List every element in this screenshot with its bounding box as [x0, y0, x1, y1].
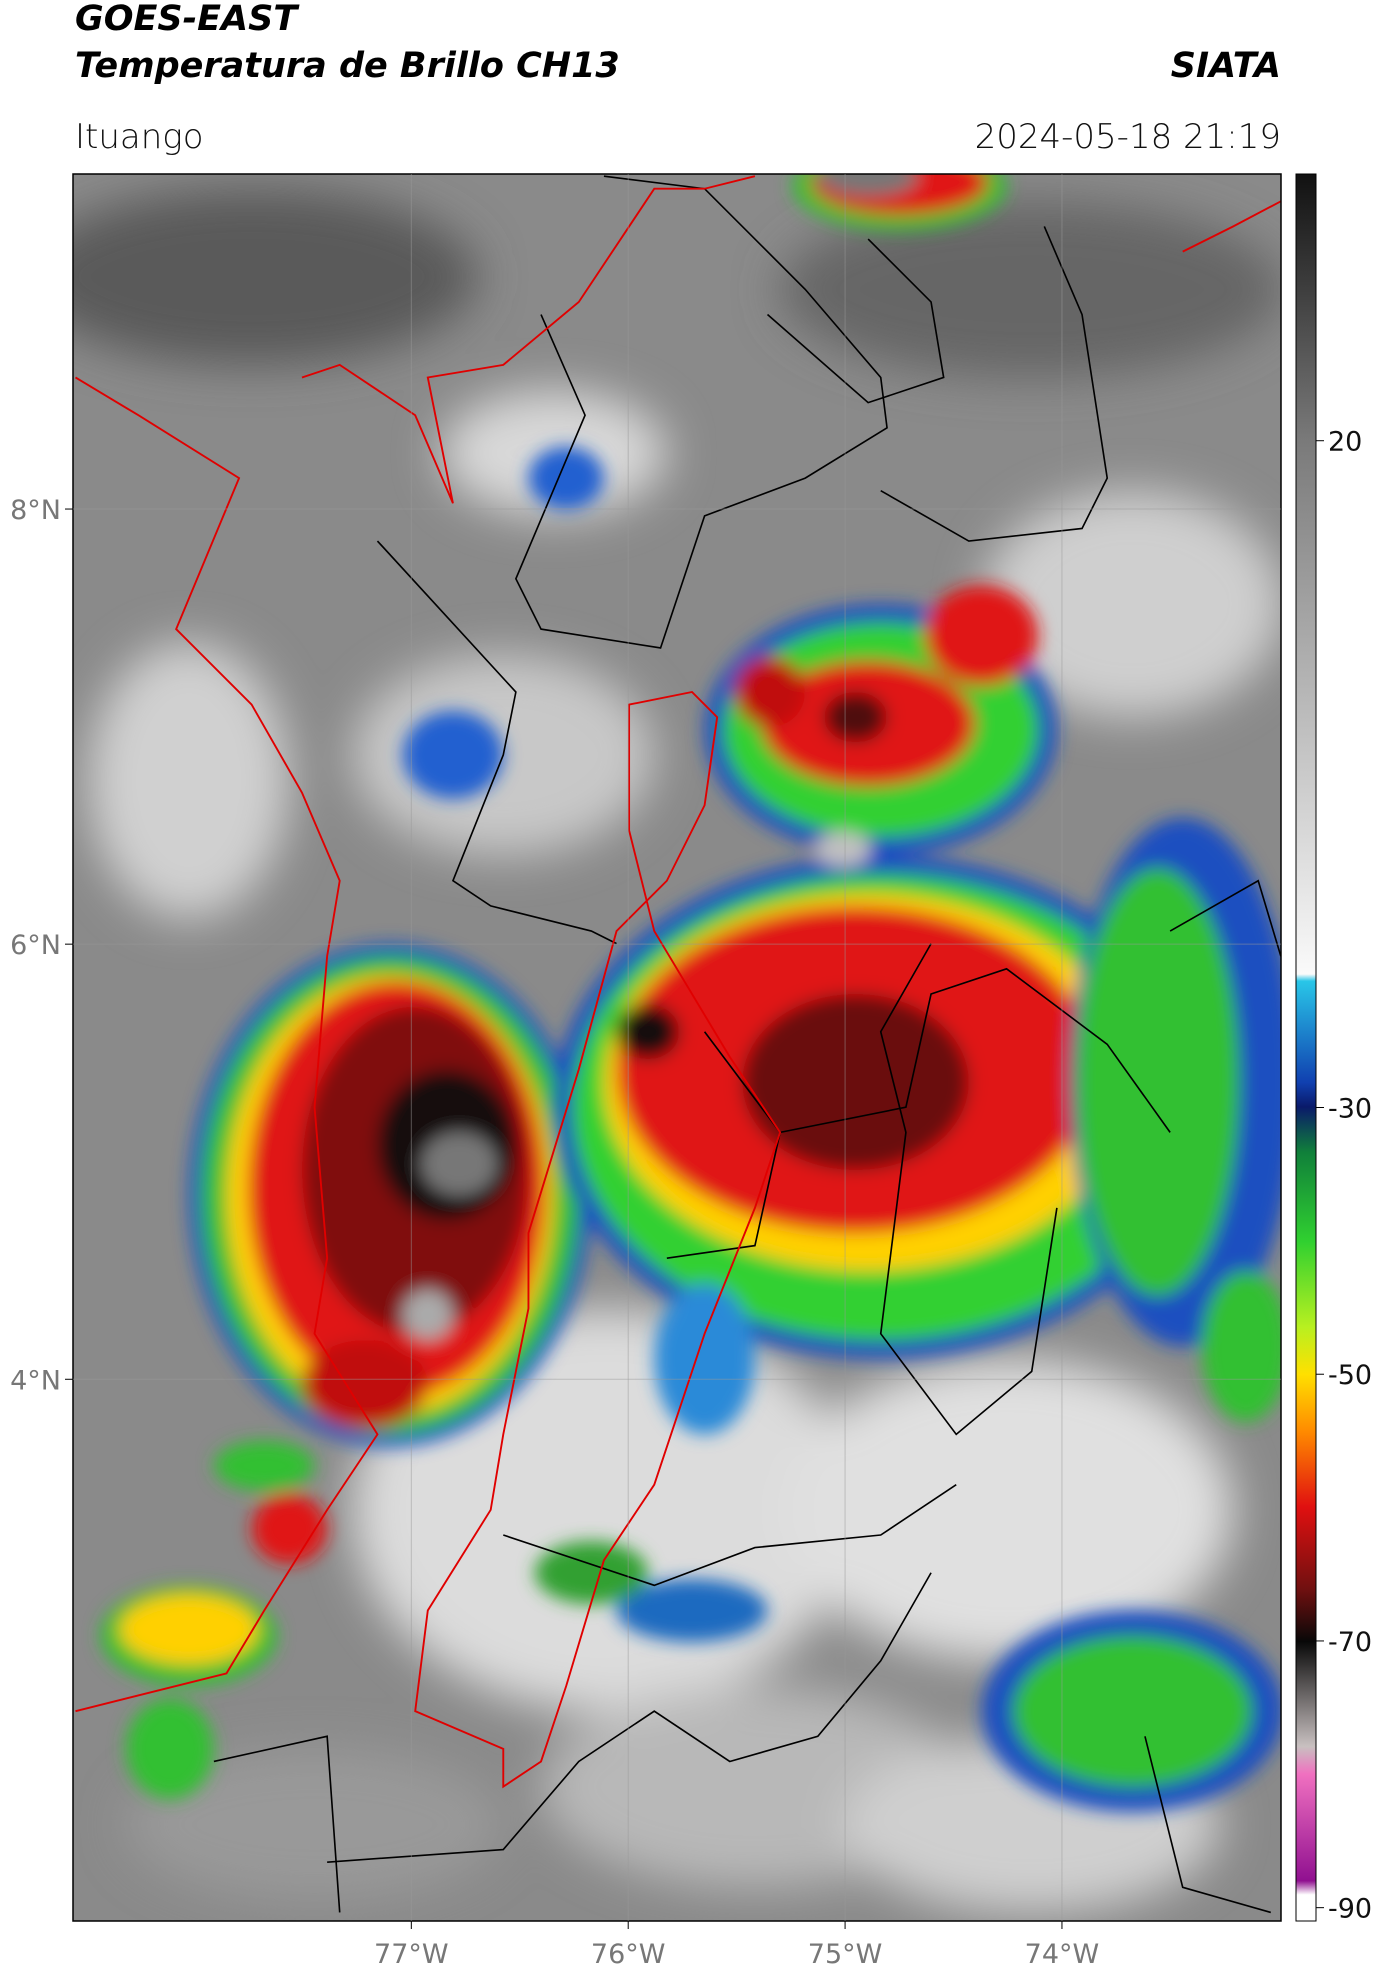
location: Ituango — [75, 117, 204, 157]
x-tick-label: 77°W — [374, 1939, 449, 1970]
colorbar-tick-label: -30 — [1328, 1094, 1372, 1125]
x-tick-label: 75°W — [808, 1939, 883, 1970]
satellite-image — [73, 174, 1281, 1921]
plot-frame — [72, 173, 1282, 1922]
colorbar-tick-label: 20 — [1328, 427, 1362, 458]
y-tick-label: 6°N — [10, 930, 61, 961]
source: SIATA — [1171, 46, 1281, 86]
x-tick-label: 74°W — [1025, 1939, 1100, 1970]
colorbar-tick-label: -90 — [1328, 1894, 1372, 1925]
subtitle: Temperatura de Brillo CH13 — [75, 46, 620, 86]
axes: 77°W 76°W 75°W 74°W 4°N 6°N 8°N -90 -70 -50 -30 20 — [10, 174, 1372, 1970]
colorbar-tick-label: -70 — [1328, 1627, 1372, 1658]
colorbar — [1295, 173, 1317, 1922]
y-tick-label: 4°N — [10, 1365, 61, 1396]
y-tick-label: 8°N — [10, 495, 61, 526]
colorbar-tick-label: -50 — [1328, 1360, 1372, 1391]
x-tick-label: 76°W — [591, 1939, 666, 1970]
datetime: 2024-05-18 21:19 — [975, 117, 1281, 157]
title: GOES-EAST — [75, 0, 300, 39]
